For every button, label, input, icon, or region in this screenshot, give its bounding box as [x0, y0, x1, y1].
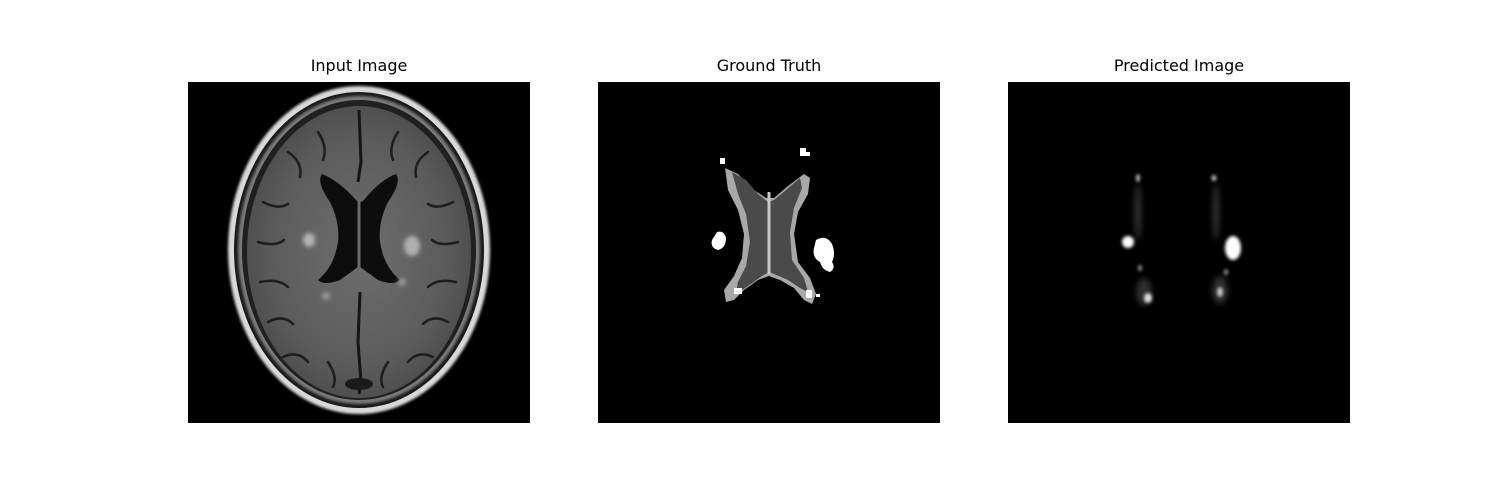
predicted-image: [1008, 82, 1350, 423]
panel-title-ground-truth: Ground Truth: [716, 56, 822, 75]
panel-title-input: Input Image: [310, 56, 408, 75]
panel-ground-truth: Ground Truth: [598, 0, 940, 500]
input-image: [188, 82, 530, 423]
panel-title-predicted: Predicted Image: [1113, 56, 1245, 75]
panel-predicted-image: Predicted Image: [1008, 0, 1350, 500]
ground-truth-image: [598, 82, 940, 423]
panel-input-image: Input Image: [188, 0, 530, 500]
